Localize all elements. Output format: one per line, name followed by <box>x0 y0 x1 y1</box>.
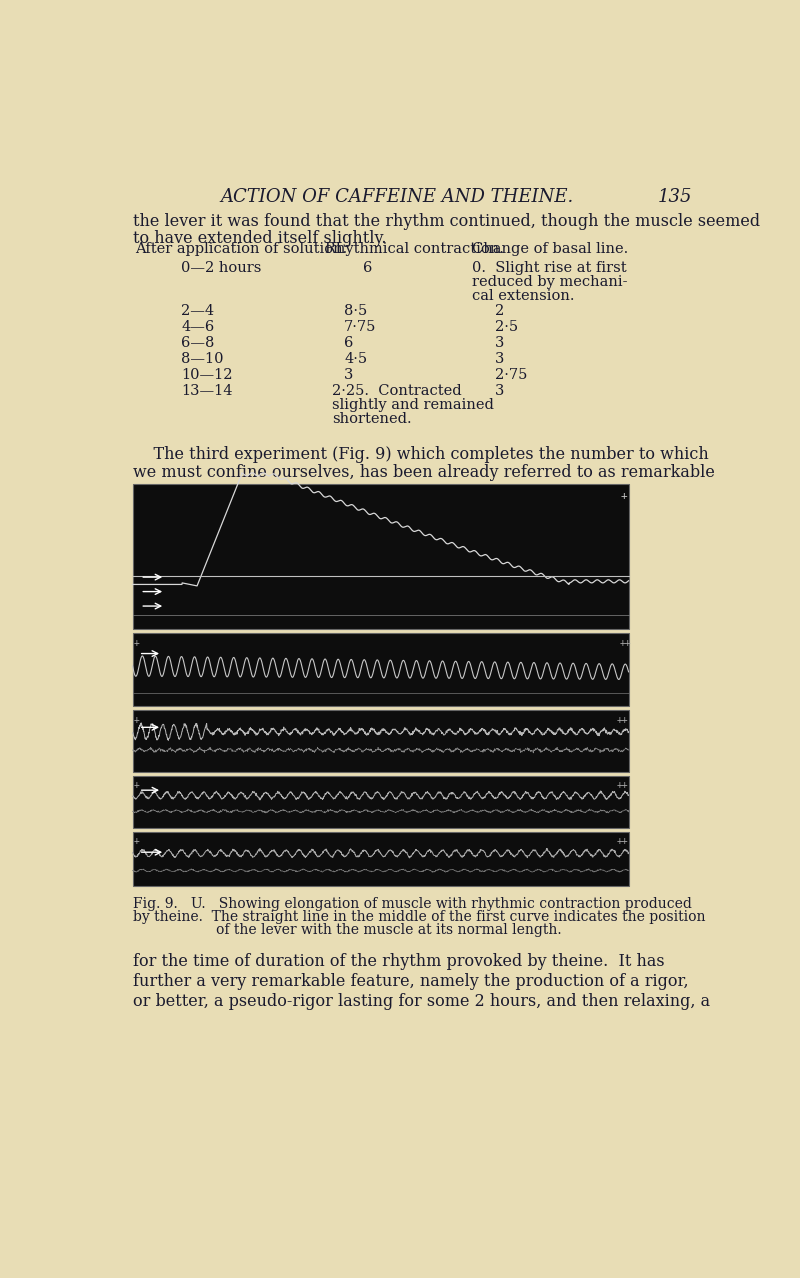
Text: slightly and remained: slightly and remained <box>333 399 494 413</box>
Text: 2·5: 2·5 <box>495 320 518 334</box>
Text: of the lever with the muscle at its normal length.: of the lever with the muscle at its norm… <box>216 924 562 937</box>
Text: to have extended itself slightly.: to have extended itself slightly. <box>133 230 386 247</box>
Bar <box>133 711 629 772</box>
Text: After application of solution.: After application of solution. <box>135 242 347 256</box>
Text: ++: ++ <box>617 780 629 790</box>
Text: 2: 2 <box>495 303 505 317</box>
Text: the lever it was found that the rhythm continued, though the muscle seemed: the lever it was found that the rhythm c… <box>133 212 760 230</box>
Text: ++: ++ <box>617 714 629 725</box>
Bar <box>133 776 629 828</box>
Text: we must confine ourselves, has been already referred to as remarkable: we must confine ourselves, has been alre… <box>133 464 714 482</box>
Text: 6: 6 <box>344 336 354 350</box>
Text: 10—12: 10—12 <box>182 368 233 382</box>
Text: Rhythmical contraction.: Rhythmical contraction. <box>325 242 504 256</box>
Text: 2·25.  Contracted: 2·25. Contracted <box>333 385 462 399</box>
Text: 7·75: 7·75 <box>344 320 377 334</box>
Text: cal extension.: cal extension. <box>472 289 574 303</box>
Text: ACTION OF CAFFEINE AND THEINE.: ACTION OF CAFFEINE AND THEINE. <box>220 188 574 206</box>
Text: 3: 3 <box>495 385 505 399</box>
Text: +: + <box>134 714 140 725</box>
Text: 2·75: 2·75 <box>495 368 528 382</box>
Bar <box>133 633 629 707</box>
Text: 13—14: 13—14 <box>182 385 233 399</box>
Text: further a very remarkable feature, namely the production of a rigor,: further a very remarkable feature, namel… <box>133 974 688 990</box>
Text: 2—4: 2—4 <box>182 303 214 317</box>
Text: +: + <box>134 638 140 648</box>
Bar <box>133 484 629 629</box>
Text: 3: 3 <box>495 351 505 366</box>
Text: +: + <box>134 780 140 790</box>
Text: 3: 3 <box>495 336 505 350</box>
Text: by theine.  The straight line in the middle of the first curve indicates the pos: by theine. The straight line in the midd… <box>133 910 705 924</box>
Text: 3: 3 <box>344 368 354 382</box>
Text: Fig. 9.   U.   Showing elongation of muscle with rhythmic contraction produced: Fig. 9. U. Showing elongation of muscle … <box>133 897 691 911</box>
Text: +: + <box>621 491 627 501</box>
Text: 8—10: 8—10 <box>182 351 224 366</box>
Text: ++: ++ <box>617 836 629 846</box>
Text: reduced by mechani-: reduced by mechani- <box>472 275 627 289</box>
Text: 135: 135 <box>658 188 693 206</box>
Text: 4—6: 4—6 <box>182 320 214 334</box>
Text: 6: 6 <box>363 261 373 275</box>
Text: shortened.: shortened. <box>333 412 412 426</box>
Text: or better, a pseudo-rigor lasting for some 2 hours, and then relaxing, a: or better, a pseudo-rigor lasting for so… <box>133 993 710 1011</box>
Text: The third experiment (Fig. 9) which completes the number to which: The third experiment (Fig. 9) which comp… <box>133 446 708 463</box>
Text: 6—8: 6—8 <box>182 336 214 350</box>
Text: +: + <box>134 836 140 846</box>
Text: for the time of duration of the rhythm provoked by theine.  It has: for the time of duration of the rhythm p… <box>133 953 664 970</box>
Text: 4·5: 4·5 <box>344 351 367 366</box>
Text: Change of basal line.: Change of basal line. <box>472 242 628 256</box>
Text: 0—2 hours: 0—2 hours <box>182 261 262 275</box>
Text: ++: ++ <box>619 638 631 648</box>
Text: 0.  Slight rise at first: 0. Slight rise at first <box>472 261 626 275</box>
Text: 8·5: 8·5 <box>344 303 367 317</box>
Bar <box>133 832 629 886</box>
